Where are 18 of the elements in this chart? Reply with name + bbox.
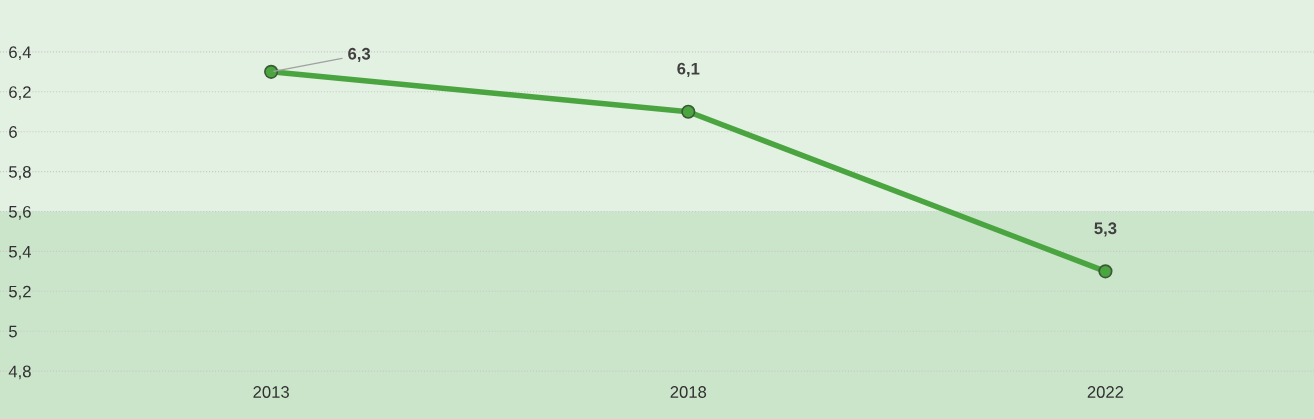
- y-tick-label: 5,6: [9, 205, 31, 220]
- point: [264, 64, 279, 79]
- y-tick-label: 5,2: [9, 285, 31, 300]
- data-label: 5,3: [1094, 222, 1117, 237]
- y-tick-label: 5,4: [9, 245, 32, 260]
- y-tick-label: 5,8: [9, 165, 31, 180]
- y-tick-label: 4,8: [8, 365, 31, 380]
- x-tick-label: 2013: [253, 386, 289, 398]
- data-label: 6,3: [348, 47, 371, 63]
- x-tick-label: 2018: [670, 386, 707, 398]
- point: [681, 104, 696, 119]
- y-tick-label: 6,4: [9, 46, 32, 61]
- y-tick-label: 6,2: [9, 86, 31, 100]
- point: [1098, 264, 1113, 279]
- y-tick-label: 6: [9, 126, 17, 138]
- data-label: 6,1: [677, 62, 700, 77]
- y-tick-label: 5: [9, 325, 17, 338]
- x-tick-label: 2022: [1087, 386, 1124, 398]
